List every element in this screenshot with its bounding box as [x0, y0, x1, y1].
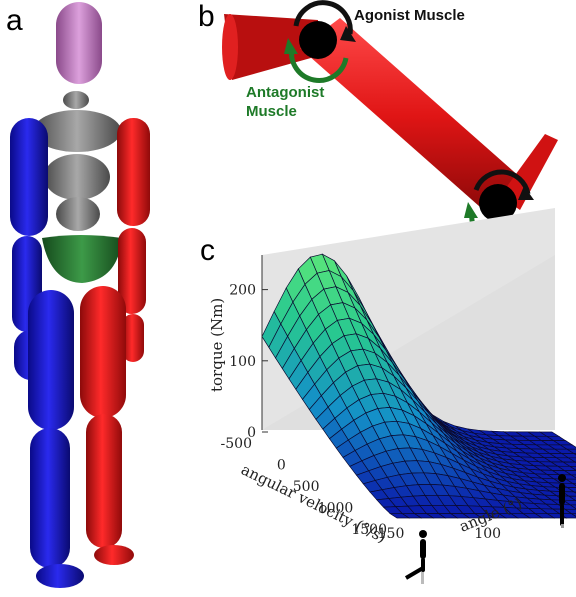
left-upper-arm: [10, 118, 48, 236]
antagonist-label-line2: Muscle: [246, 103, 297, 120]
x-tick-label: 1000: [318, 501, 354, 517]
left-shank: [30, 428, 70, 568]
surface-patch: [389, 513, 411, 519]
x-tick-label: 1500: [351, 522, 387, 538]
upright-figure-icon: [558, 474, 566, 528]
z-ticks: 0 100 200: [229, 283, 268, 441]
z-tick-label: 100: [229, 354, 256, 370]
panel-letter-b: b: [198, 0, 215, 33]
antagonist-arrowhead-distal: [464, 202, 478, 218]
back-wall-shade: [262, 208, 555, 430]
head: [56, 2, 102, 84]
right-shank: [86, 414, 122, 548]
z-tick-label: 0: [247, 425, 256, 441]
agonist-arrow-proximal: [293, 0, 353, 35]
pelvis: [42, 235, 122, 283]
panel-letter-a: a: [6, 4, 23, 37]
middle-segment: [300, 18, 530, 214]
left-thigh: [28, 290, 74, 430]
right-thigh: [80, 286, 126, 418]
flexed-figure-icon: [404, 530, 427, 584]
agonist-label: Agonist Muscle: [354, 7, 465, 24]
z-tick-label: 200: [229, 283, 256, 299]
y-tick-label: 100: [474, 526, 501, 542]
upper-segment: [224, 14, 318, 80]
neck: [63, 91, 89, 109]
agonist-arrowhead-proximal: [340, 26, 356, 42]
antagonist-label-line1: Antagonist: [246, 84, 324, 101]
antagonist-arrow-proximal: [289, 47, 349, 83]
lower-trunk: [56, 197, 100, 231]
lower-segment: [500, 134, 558, 210]
proximal-joint: [299, 21, 337, 59]
x-tick-label: 500: [293, 479, 320, 495]
left-foot: [36, 564, 84, 588]
z-axis-label: torque (Nm): [208, 298, 226, 392]
panel-b: b Agonist Muscle Antagonist Muscle: [198, 0, 558, 246]
right-hand: [122, 314, 144, 362]
right-forearm: [118, 228, 146, 314]
panel-a: a: [6, 2, 150, 588]
antagonist-arrowhead-proximal: [284, 38, 298, 54]
agonist-arrowhead-distal: [518, 186, 534, 200]
distal-joint: [479, 184, 517, 222]
panel-letter-c: c: [200, 234, 215, 267]
torque-surface: [261, 253, 576, 519]
y-tick-label: 150: [378, 526, 405, 542]
upper-trunk: [33, 110, 121, 152]
x-tick-label: -500: [221, 436, 252, 452]
right-foot: [94, 545, 134, 565]
x-tick-label: 0: [277, 458, 286, 474]
upper-segment-end: [222, 14, 238, 80]
middle-trunk: [44, 154, 110, 200]
right-upper-arm: [117, 118, 150, 226]
x-ticks: -500 0 500 1000 1500: [221, 436, 387, 538]
agonist-arrow-distal: [473, 169, 531, 195]
